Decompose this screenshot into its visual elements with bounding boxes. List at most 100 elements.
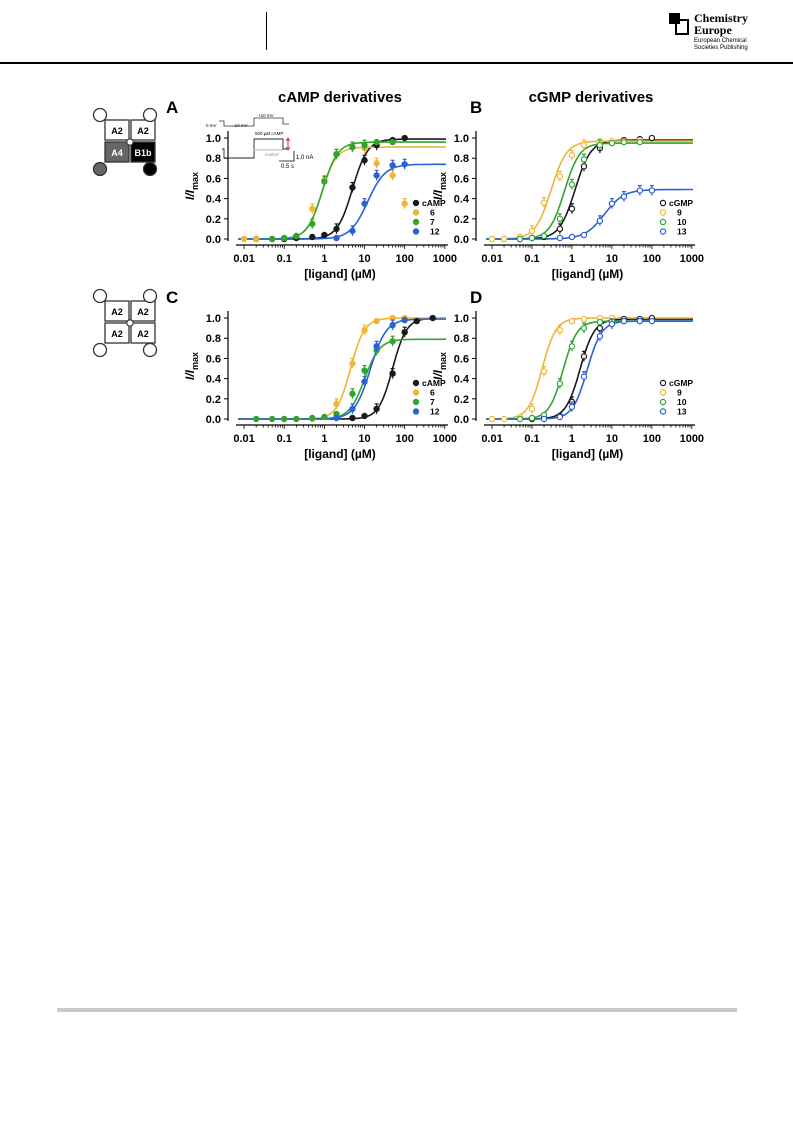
x-tick-label: 0.01 (481, 433, 502, 445)
x-tick-label: 1000 (433, 253, 457, 265)
data-point-7 (321, 413, 328, 421)
subunit-label: A2 (111, 329, 123, 339)
panel-letter: B (470, 98, 482, 117)
data-point-9 (556, 173, 564, 180)
data-point-6 (373, 160, 380, 167)
subunit-label: A2 (137, 307, 149, 317)
y-tick-label: 0.8 (454, 153, 469, 165)
legend-label-10: 10 (677, 397, 687, 407)
data-point-camp (309, 233, 316, 241)
data-point-7 (333, 150, 340, 158)
data-point-camp (401, 328, 408, 336)
subunit-box (104, 141, 130, 163)
legend-label-13: 13 (677, 227, 687, 237)
data-point-10 (596, 141, 604, 149)
data-point-camp (373, 405, 380, 413)
publisher-line1: European Chemical (694, 38, 747, 44)
column-title-cgmp: cGMP derivatives (529, 89, 654, 106)
data-point-9 (568, 152, 576, 159)
data-point-13 (608, 200, 616, 207)
data-point-7 (268, 415, 276, 423)
data-point-7 (389, 138, 396, 146)
y-tick-label: 0.0 (206, 234, 221, 246)
data-point-13 (580, 231, 588, 239)
legend-marker-cgmp (659, 199, 667, 207)
protocol-inset: 0 mV −10 mV +10 mV 500 µM cAMP control 1.0 nA… (206, 113, 313, 170)
data-point-10 (580, 324, 588, 332)
x-tick-label: 100 (395, 253, 413, 265)
data-point-10 (556, 215, 564, 223)
y-tick-label: 0.8 (206, 153, 221, 165)
x-tick-label: 0.1 (277, 433, 292, 445)
data-point-13 (568, 403, 576, 411)
data-point-13 (648, 187, 656, 194)
pore-circle (126, 319, 134, 327)
data-point-cgmp (648, 134, 656, 142)
pore-circle (126, 138, 134, 146)
data-point-cgmp (580, 353, 588, 360)
legend-label-9: 9 (677, 388, 682, 398)
data-point-9 (528, 227, 536, 235)
binding-domain-circle (92, 107, 108, 123)
y-tick-label: 0.2 (206, 394, 221, 406)
y-tick-label: 0.0 (454, 234, 469, 246)
data-point-9 (528, 405, 536, 413)
legend-label-cgmp: cGMP (669, 198, 693, 208)
data-point-7 (281, 415, 288, 423)
ligand-label: 500 µM cAMP (255, 131, 283, 136)
data-point-10 (516, 415, 524, 423)
x-tick-label: 1000 (680, 433, 704, 445)
data-point-camp (321, 231, 328, 239)
y-tick-label: 0.2 (454, 394, 469, 406)
legend-marker-6 (412, 209, 420, 216)
brand-name-line1: Chemistry (694, 11, 748, 25)
y-axis-label: I/Imax (183, 172, 200, 200)
data-point-6 (361, 326, 368, 334)
legend-label-camp: cAMP (422, 378, 446, 388)
legend-label-7: 7 (430, 217, 435, 227)
y-tick-label: 0.2 (206, 214, 221, 226)
scale-time-label: 0.5 s (281, 164, 294, 170)
x-tick-label: 10 (606, 433, 618, 445)
legend-label-7: 7 (430, 397, 435, 407)
data-point-12 (373, 172, 380, 179)
data-point-7 (309, 220, 316, 228)
control-label: control (265, 152, 279, 157)
data-point-12 (401, 316, 408, 324)
x-tick-label: 10 (358, 253, 370, 265)
data-point-12 (361, 200, 368, 207)
data-point-9 (500, 235, 508, 243)
legend-marker-13 (659, 408, 667, 415)
current-trace-ligand (222, 138, 289, 159)
legend-marker-13 (659, 228, 667, 235)
data-point-6 (309, 205, 316, 212)
data-point-13 (608, 320, 616, 328)
x-axis-label: [ligand] (µM) (304, 267, 376, 281)
x-tick-label: 1 (569, 433, 575, 445)
voltage-label-0: 0 mV (206, 123, 217, 128)
data-point-cgmp (580, 163, 588, 170)
amplitude-arrow-icon (285, 137, 291, 151)
x-axis-label: [ligand] (µM) (304, 447, 376, 461)
data-point-9 (500, 415, 508, 423)
data-point-7 (361, 367, 368, 374)
data-point-12 (333, 234, 340, 242)
x-tick-label: 0.01 (233, 253, 254, 265)
channel-schematic-1: A2 A2 A4 B1b (92, 107, 158, 177)
data-point-13 (636, 187, 644, 194)
y-tick-label: 1.0 (454, 313, 469, 325)
data-point-10 (608, 139, 616, 147)
chemistry-europe-logo: Chemistry Europe European Chemical Socie… (668, 12, 778, 54)
data-point-cgmp (596, 324, 604, 332)
legend-marker-9 (659, 389, 667, 396)
x-tick-label: 1 (569, 253, 575, 265)
x-tick-label: 0.01 (233, 433, 254, 445)
legend-label-camp: cAMP (422, 198, 446, 208)
voltage-label-pos10: +10 mV (258, 113, 274, 118)
data-point-13 (540, 415, 548, 423)
panel-letter: C (166, 288, 178, 307)
data-point-7 (293, 415, 300, 423)
data-point-13 (620, 317, 628, 325)
brand-name-line2: Europe (694, 23, 732, 37)
panel-a: A 0.0 0.2 0.4 0.6 0.8 1.0 0.01 0.1 1 10 100 1000 [lig… (166, 98, 457, 281)
